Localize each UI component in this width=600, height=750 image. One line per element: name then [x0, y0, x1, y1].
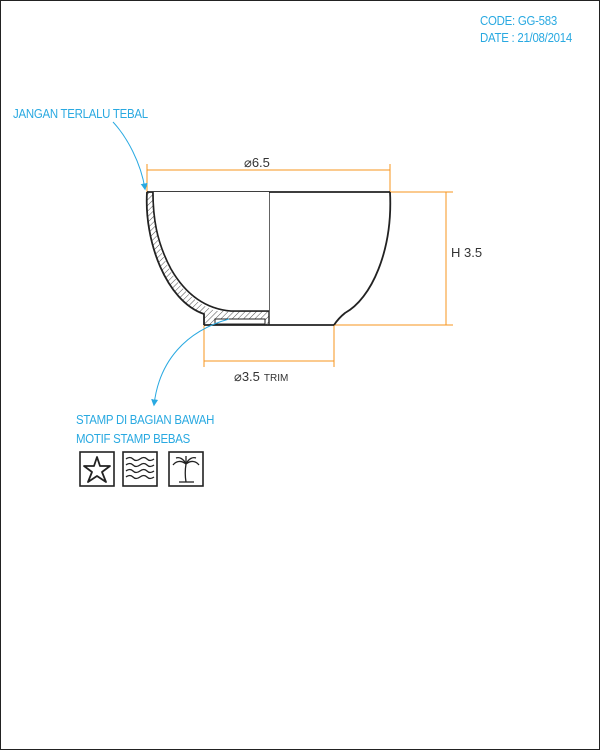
- starfish-icon: [83, 456, 111, 483]
- wall-thickness-note: JANGAN TERLALU TEBAL: [13, 106, 148, 121]
- stamp-motif-note: MOTIF STAMP BEBAS: [76, 431, 190, 446]
- wall-callout-arrow: [112, 121, 148, 191]
- stamp-location-note: STAMP DI BAGIAN BAWAH: [76, 412, 215, 427]
- foot-diameter-label: ⌀3.5 TRIM: [234, 369, 288, 384]
- waves-icon: [125, 456, 155, 480]
- top-diameter-label: ⌀6.5: [244, 155, 270, 170]
- wall-section-hatch: [146, 192, 269, 325]
- stamp-motif-palm: [168, 451, 204, 487]
- bowl-right-profile: [333, 191, 392, 326]
- height-label: H 3.5: [451, 245, 482, 260]
- bowl-left-outer-profile: [145, 191, 205, 325]
- drawing-date: DATE : 21/08/2014: [480, 30, 572, 45]
- palm-tree-icon: [172, 456, 200, 483]
- stamp-motif-starfish: [79, 451, 115, 487]
- stamp-recess: [214, 318, 266, 325]
- product-code: CODE: GG-583: [480, 13, 557, 28]
- stamp-callout-arrow: [151, 318, 230, 407]
- stamp-motif-waves: [122, 451, 158, 487]
